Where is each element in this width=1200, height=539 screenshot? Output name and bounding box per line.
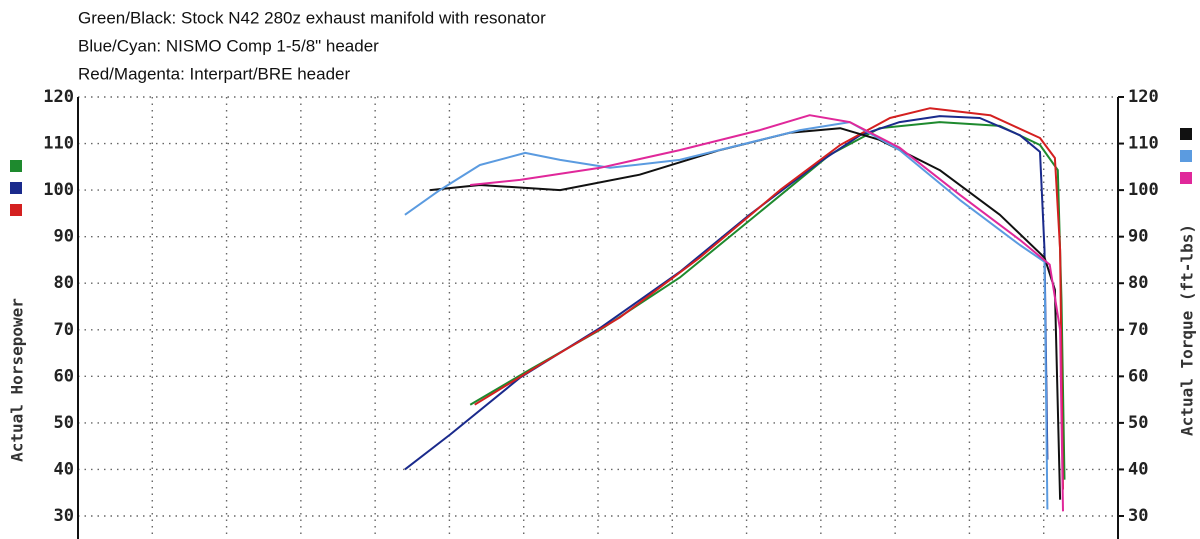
- y-tick-label: 90: [54, 227, 74, 247]
- y-tick-label: 50: [54, 413, 74, 433]
- y2-axis-label: Actual Torque (ft-lbs): [1178, 224, 1197, 436]
- y-axis-label: Actual Horsepower: [8, 298, 27, 462]
- y2-tick-label: 80: [1128, 273, 1148, 293]
- legend-swatch: [10, 182, 22, 194]
- y-tick-label: 60: [54, 366, 74, 386]
- series-line: [470, 114, 1064, 512]
- annotation: Blue/Cyan: NISMO Comp 1-5/8" header: [78, 36, 379, 55]
- y2-tick-label: 100: [1128, 180, 1159, 200]
- y2-tick-label: 120: [1128, 87, 1159, 107]
- legend-swatch: [1180, 150, 1192, 162]
- y-tick-label: 100: [43, 180, 74, 200]
- y2-tick-label: 110: [1128, 134, 1159, 154]
- legend-swatch: [10, 204, 22, 216]
- legend-swatch: [10, 160, 22, 172]
- y-tick-label: 30: [54, 506, 74, 526]
- legend-swatch: [1180, 172, 1192, 184]
- plot-area: 30 40 50 60 70 80 90 100 110 120 30 40 50 60 70 80 90 100…: [43, 87, 1159, 539]
- y2-tick-label: 30: [1128, 506, 1148, 526]
- legend-swatch: [1180, 128, 1192, 140]
- y-tick-label: 110: [43, 134, 74, 154]
- series-line: [404, 121, 1049, 510]
- y2-tick-label: 60: [1128, 366, 1148, 386]
- annotation: Green/Black: Stock N42 280z exhaust mani…: [78, 8, 546, 27]
- y-tick-label: 80: [54, 273, 74, 293]
- y2-tick-label: 40: [1128, 459, 1148, 479]
- y-tick-label: 40: [54, 459, 74, 479]
- y2-tick-label: 50: [1128, 413, 1148, 433]
- annotation: Red/Magenta: Interpart/BRE header: [78, 64, 350, 83]
- series-line: [429, 127, 1062, 500]
- y-tick-label: 70: [54, 320, 74, 340]
- y2-tick-label: 90: [1128, 227, 1148, 247]
- series-line: [474, 107, 1064, 490]
- y-tick-label: 120: [43, 87, 74, 107]
- y2-tick-label: 70: [1128, 320, 1148, 340]
